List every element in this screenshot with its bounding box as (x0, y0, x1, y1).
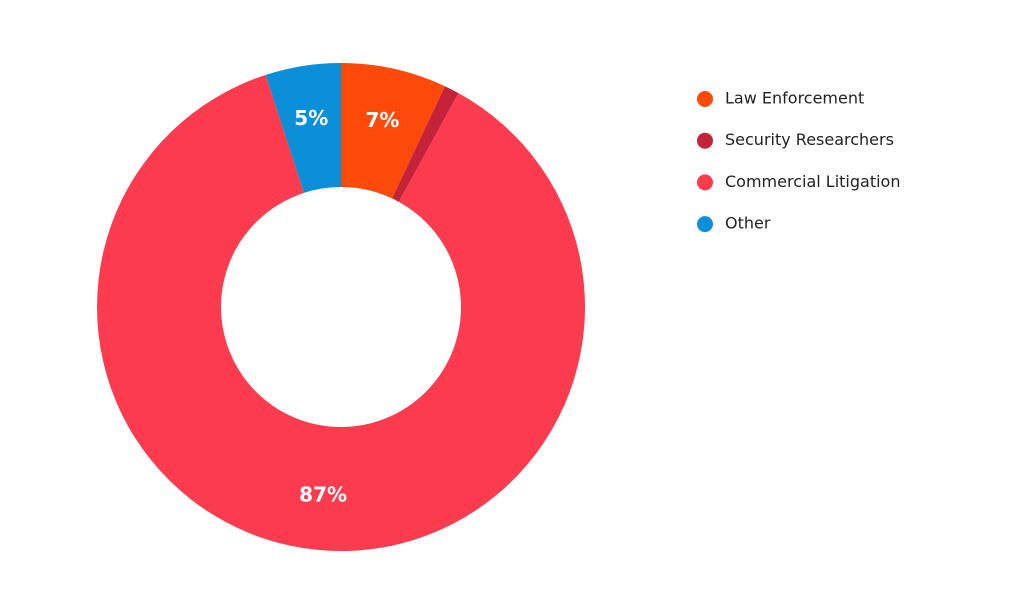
legend-marker (697, 216, 713, 233)
legend-marker (697, 174, 713, 191)
value-label: 87% (299, 483, 347, 507)
legend-label: Security Researchers (725, 130, 894, 149)
legend-label: Commercial Litigation (725, 172, 900, 191)
value-label: 7% (365, 108, 399, 132)
donut-slice (96, 74, 586, 552)
legend-marker (697, 132, 713, 149)
legend-label: Law Enforcement (725, 89, 864, 108)
legend-label: Other (725, 214, 771, 233)
legend-marker (697, 91, 713, 107)
donut-slice (265, 63, 341, 193)
donut-slice (392, 86, 459, 202)
value-label: 5% (294, 106, 328, 130)
donut-slice (341, 63, 445, 199)
